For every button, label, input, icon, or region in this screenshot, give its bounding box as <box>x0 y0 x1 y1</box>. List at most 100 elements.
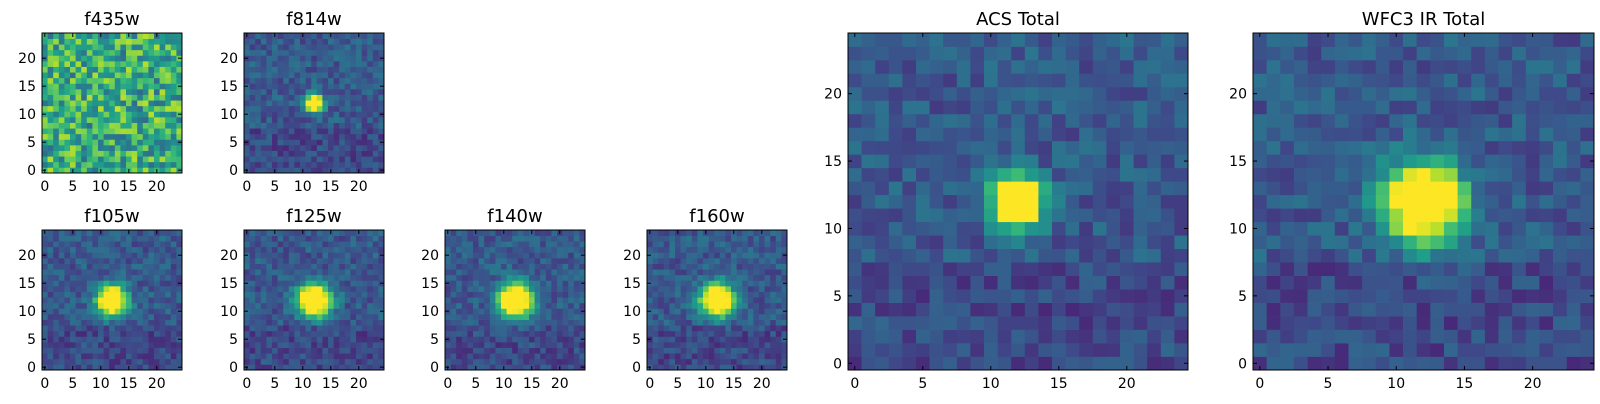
heatmap-cell <box>176 117 182 123</box>
heatmap-cell <box>300 314 306 320</box>
heatmap-cell <box>300 162 306 168</box>
heatmap-cell <box>507 247 513 253</box>
heatmap-cell <box>328 55 334 61</box>
heatmap-cell <box>104 72 110 78</box>
heatmap-cell <box>535 308 541 314</box>
heatmap-cell <box>250 156 256 162</box>
heatmap-cell <box>350 67 356 73</box>
heatmap-cell <box>1458 181 1472 195</box>
heatmap-cell <box>1376 168 1390 182</box>
heatmap-cell <box>104 297 110 303</box>
heatmap-cell <box>176 33 182 39</box>
heatmap-cell <box>289 269 295 275</box>
heatmap-cell <box>551 336 557 342</box>
heatmap-cell <box>1147 60 1161 74</box>
heatmap-cell <box>1308 289 1322 303</box>
heatmap-cell <box>81 134 87 140</box>
heatmap-cell <box>345 106 351 112</box>
heatmap-cell <box>160 61 166 67</box>
heatmap-cell <box>473 308 479 314</box>
heatmap-cell <box>294 342 300 348</box>
heatmap-cell <box>759 348 765 354</box>
heatmap-cell <box>289 100 295 106</box>
heatmap-cell <box>92 353 98 359</box>
heatmap-cell <box>1120 141 1134 155</box>
heatmap-cell <box>137 336 143 342</box>
heatmap-cell <box>160 117 166 123</box>
heatmap-cell <box>1539 357 1553 371</box>
heatmap-cell <box>697 353 703 359</box>
heatmap-cell <box>1147 343 1161 357</box>
heatmap-cell <box>148 61 154 67</box>
heatmap-cell <box>53 359 59 365</box>
heatmap-cell <box>563 258 569 264</box>
heatmap-cell <box>1444 343 1458 357</box>
heatmap-cell <box>272 106 278 112</box>
heatmap-cell <box>686 269 692 275</box>
heatmap-cell <box>378 269 384 275</box>
heatmap-cell <box>294 252 300 258</box>
heatmap-cell <box>244 353 250 359</box>
heatmap-cell <box>1066 357 1080 371</box>
heatmap-cell <box>970 330 984 344</box>
heatmap-cell <box>1025 276 1039 290</box>
heatmap-cell <box>781 303 787 309</box>
heatmap-cell <box>48 55 54 61</box>
x-tick-label: 10 <box>982 376 1000 392</box>
heatmap-cell <box>523 264 529 270</box>
heatmap-cell <box>984 330 998 344</box>
heatmap-cell <box>70 117 76 123</box>
heatmap-cell <box>1093 114 1107 128</box>
heatmap-cell <box>345 156 351 162</box>
heatmap-cell <box>456 247 462 253</box>
heatmap-cell <box>1444 208 1458 222</box>
heatmap-cell <box>546 303 552 309</box>
heatmap-cell <box>120 342 126 348</box>
heatmap-cell <box>255 139 261 145</box>
heatmap-cell <box>686 280 692 286</box>
heatmap-cell <box>115 353 121 359</box>
heatmap-cell <box>1499 343 1513 357</box>
heatmap-cell <box>48 167 54 173</box>
heatmap-cell <box>64 314 70 320</box>
heatmap-cell <box>568 303 574 309</box>
heatmap-cell <box>148 123 154 129</box>
heatmap-cell <box>283 111 289 117</box>
heatmap-cell <box>658 247 664 253</box>
heatmap-cell <box>311 83 317 89</box>
heatmap-cell <box>518 236 524 242</box>
heatmap-cell <box>143 44 149 50</box>
heatmap-cell <box>479 292 485 298</box>
heatmap-cell <box>1389 262 1403 276</box>
heatmap-cell <box>311 128 317 134</box>
heatmap-cell <box>278 145 284 151</box>
heatmap-cell <box>1161 303 1175 317</box>
heatmap-cell <box>356 325 362 331</box>
heatmap-cell <box>59 72 65 78</box>
heatmap-cell <box>862 127 876 141</box>
heatmap-cell <box>250 247 256 253</box>
heatmap-cell <box>675 342 681 348</box>
heatmap-cell <box>356 331 362 337</box>
heatmap-cell <box>42 100 48 106</box>
heatmap-cell <box>1280 303 1294 317</box>
heatmap-cell <box>64 258 70 264</box>
heatmap-cell <box>266 67 272 73</box>
heatmap-cell <box>64 67 70 73</box>
heatmap-cell <box>479 348 485 354</box>
heatmap-cell <box>48 39 54 45</box>
heatmap-cell <box>1485 222 1499 236</box>
heatmap-cell <box>462 320 468 326</box>
heatmap-cell <box>1161 73 1175 87</box>
heatmap-cell <box>462 258 468 264</box>
heatmap-cell <box>902 100 916 114</box>
heatmap-cell <box>143 297 149 303</box>
heatmap-cell <box>1499 303 1513 317</box>
heatmap-cell <box>272 336 278 342</box>
heatmap-cell <box>98 72 104 78</box>
heatmap-cell <box>731 314 737 320</box>
heatmap-cell <box>748 258 754 264</box>
heatmap-cell <box>664 303 670 309</box>
heatmap-cell <box>664 286 670 292</box>
heatmap-cell <box>512 241 518 247</box>
